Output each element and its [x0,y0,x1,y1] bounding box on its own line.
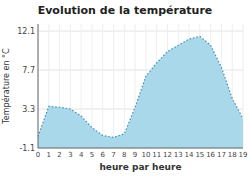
chart-container: -1.13.37.712.101234567891011121314151617… [0,0,250,188]
title: Evolution de la température [38,4,213,17]
grid-line-x [102,24,103,148]
line [38,36,243,137]
x-tick-label: 18 [228,151,237,159]
x-tick-label: 1 [47,151,51,159]
x-tick-label: 8 [122,151,126,159]
grid-line-x [38,24,39,148]
grid-line-y [38,31,243,32]
area [38,36,243,148]
axes: -1.13.37.712.101234567891011121314151617… [17,24,247,159]
y-axis-label: Température en °C [1,48,11,125]
grid-line-y [38,148,243,149]
y-tick-label: 7.7 [22,66,35,75]
y-tick-label: 3.3 [22,105,35,114]
y-axis-line [38,24,39,148]
grid [38,24,243,148]
x-tick-label: 3 [68,151,72,159]
grid-line-x [113,24,114,148]
x-tick-label: 2 [57,151,61,159]
x-tick-label: 5 [90,151,94,159]
y-tick-label: 12.1 [17,27,35,36]
x-tick-label: 11 [152,151,161,159]
x-tick-label: 17 [217,151,226,159]
x-tick-label: 7 [111,151,115,159]
y-tick-label: -1.1 [19,144,35,153]
x-tick-label: 12 [163,151,172,159]
x-tick-label: 0 [36,151,40,159]
x-tick-label: 6 [101,151,106,159]
chart: -1.13.37.712.101234567891011121314151617… [0,0,250,188]
x-axis-line [38,148,243,149]
x-tick-label: 9 [133,151,137,159]
x-tick-label: 15 [195,151,204,159]
plot-area [38,36,243,148]
x-axis-label: heure par heure [99,162,181,172]
x-tick-label: 10 [141,151,150,159]
x-tick-label: 4 [79,151,84,159]
x-tick-label: 19 [239,151,248,159]
x-tick-label: 13 [174,151,183,159]
x-tick-label: 14 [185,151,194,159]
x-tick-label: 16 [206,151,215,159]
grid-line-x [124,24,125,148]
